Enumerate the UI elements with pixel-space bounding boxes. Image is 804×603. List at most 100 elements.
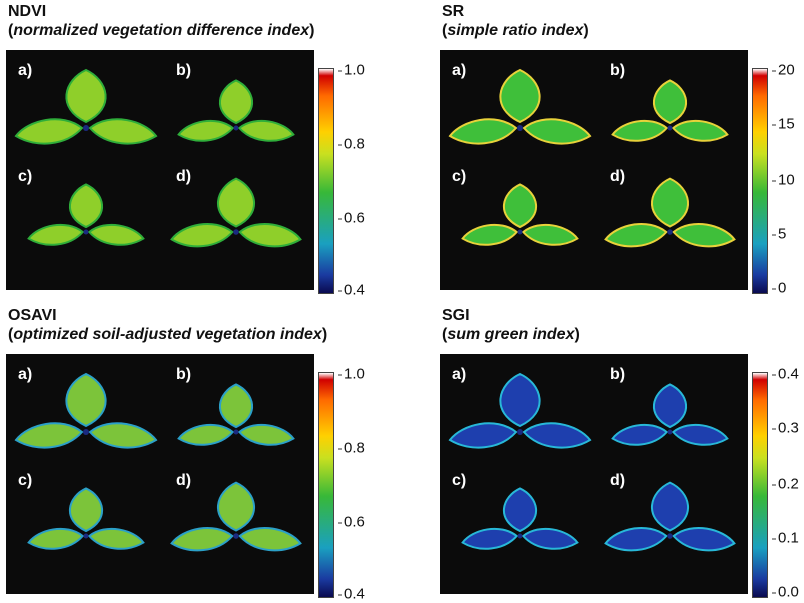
leaflet (237, 119, 295, 142)
leaflet (14, 422, 84, 449)
leaflet (611, 119, 669, 142)
sr-label-d: d) (610, 168, 626, 185)
ndvi-tick: 1.0 (338, 61, 365, 79)
sr-label-b: b) (610, 62, 626, 79)
sgi-leaves (448, 372, 736, 552)
leaflet (238, 223, 302, 248)
sgi-tick: 0.1 (772, 529, 799, 547)
sgi-tick: 0.0 (772, 583, 799, 601)
leaflet (448, 422, 518, 449)
sr-tick: 15 (772, 115, 795, 133)
leaflet (170, 223, 234, 248)
leaflet (88, 118, 158, 145)
sgi-label-b: b) (610, 366, 626, 383)
leaflet (87, 223, 145, 246)
leaflet (522, 118, 592, 145)
osavi-label-a: a) (18, 366, 33, 383)
ndvi-subtitle: (normalized vegetation difference index) (8, 22, 315, 39)
sgi-subtitle: (sum green index) (442, 326, 580, 343)
leaflet (671, 423, 729, 446)
leaf-image (448, 68, 592, 145)
leaflet (461, 527, 519, 550)
ndvi-title-text: NDVI (8, 3, 47, 20)
leaflet (652, 79, 688, 125)
sgi-label-c: c) (452, 472, 467, 489)
sr-tick: 0 (771, 279, 787, 297)
petiole-point (83, 429, 89, 435)
leaf-image (611, 79, 729, 142)
ndvi-colorbar (318, 68, 334, 294)
petiole-point (667, 229, 673, 235)
sr-colorbar (752, 68, 768, 294)
leaf-image (170, 177, 302, 248)
leaflet (170, 527, 234, 552)
leaflet (671, 119, 729, 142)
sr-title: SR (simple ratio index) (442, 2, 589, 40)
osavi-tick: 0.6 (338, 513, 365, 531)
petiole-point (667, 429, 673, 435)
osavi-scale: 1.0 0.8 0.6 0.4 (338, 366, 384, 603)
sgi-label-d: d) (610, 472, 626, 489)
osavi-panel: OSAVI (optimized soil-adjusted vegetatio… (6, 306, 396, 603)
leaflet (27, 527, 85, 550)
leaflet (237, 423, 295, 446)
leaflet (611, 423, 669, 446)
leaf-image (461, 183, 579, 246)
osavi-leaves (14, 372, 302, 552)
sgi-image: a) b) c) d) (440, 354, 748, 594)
ndvi-image: a) b) c) d) (6, 50, 314, 290)
leaflet (521, 527, 579, 550)
leaflet (68, 183, 104, 229)
leaflet (238, 527, 302, 552)
osavi-label-b: b) (176, 366, 192, 383)
sr-tick: 5 (771, 225, 787, 243)
leaflet (604, 527, 668, 552)
leaf-image (461, 487, 579, 550)
petiole-point (667, 125, 673, 131)
leaflet (499, 372, 541, 428)
leaflet (65, 372, 107, 428)
leaflet (502, 487, 538, 533)
sgi-label-a: a) (452, 366, 467, 383)
sr-image: a) b) c) d) (440, 50, 748, 290)
sr-label-a: a) (452, 62, 467, 79)
ndvi-label-a: a) (18, 62, 33, 79)
leaf-image (177, 79, 295, 142)
leaflet (177, 423, 235, 446)
leaflet (218, 79, 254, 125)
leaflet (650, 177, 690, 228)
ndvi-tick: 0.4 (338, 281, 365, 299)
petiole-point (83, 229, 89, 235)
leaflet (218, 383, 254, 429)
leaflet (88, 422, 158, 449)
petiole-point (517, 533, 523, 539)
osavi-title-text: OSAVI (8, 307, 57, 324)
petiole-point (83, 125, 89, 131)
sgi-panel: SGI (sum green index) a) b) c) d) 0.4 0.… (440, 306, 804, 601)
leaflet (14, 118, 84, 145)
leaf-image (14, 68, 158, 145)
osavi-title: OSAVI (optimized soil-adjusted vegetatio… (8, 306, 327, 344)
leaf-image (14, 372, 158, 449)
petiole-point (517, 429, 523, 435)
sr-subtitle: (simple ratio index) (442, 22, 589, 39)
petiole-point (233, 229, 239, 235)
sr-tick: 10 (772, 171, 795, 189)
sr-title-text: SR (442, 3, 465, 20)
leaflet (521, 223, 579, 246)
leaflet (68, 487, 104, 533)
ndvi-leaves (14, 68, 302, 248)
petiole-point (517, 229, 523, 235)
sr-scale: 20 15 10 5 0 (771, 62, 804, 297)
ndvi-title: NDVI (normalized vegetation difference i… (8, 2, 314, 40)
leaflet (604, 223, 668, 248)
sgi-tick: 0.4 (772, 365, 799, 383)
petiole-point (667, 533, 673, 539)
ndvi-panel: NDVI (normalized vegetation difference i… (6, 2, 396, 299)
sgi-tick: 0.2 (772, 475, 799, 493)
osavi-colorbar (318, 372, 334, 598)
petiole-point (517, 125, 523, 131)
sgi-scale: 0.4 0.3 0.2 0.1 0.0 (772, 366, 804, 601)
leaf-image (170, 481, 302, 552)
sr-panel: SR (simple ratio index) a) b) c) d) 20 1… (440, 2, 804, 297)
